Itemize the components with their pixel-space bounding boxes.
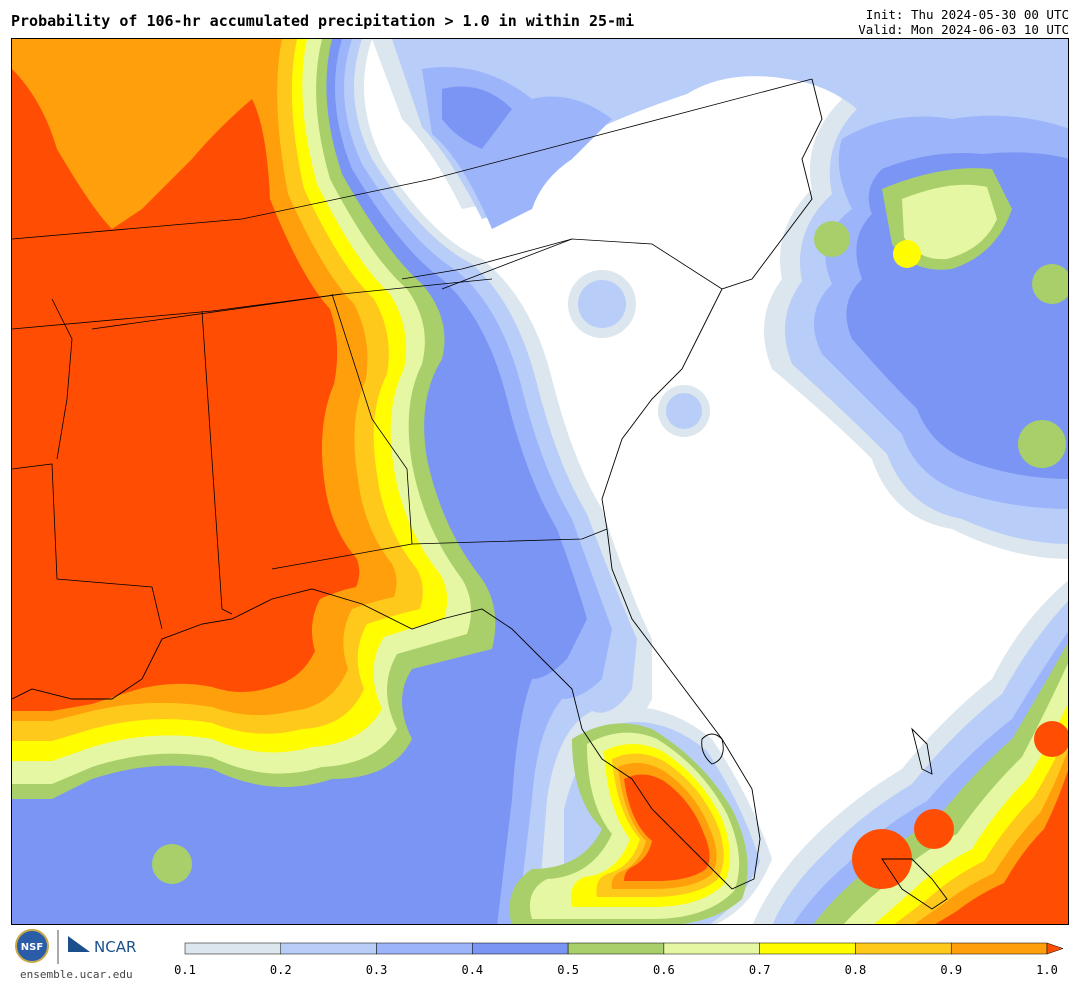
probability-colorbar: 0.1 0.2 0.3 0.4 0.5 0.6 0.7 0.8 0.9 1.0 [174, 942, 1064, 977]
map-title: Probability of 106-hr accumulated precip… [11, 12, 635, 30]
colorbar-swatch [376, 942, 473, 955]
colorbar-tick-label: 0.8 [845, 963, 867, 977]
nsf-logo-icon [15, 929, 49, 963]
site-url: ensemble.ucar.edu [20, 968, 133, 981]
colorbar-tick-label: 0.7 [749, 963, 771, 977]
coastline [12, 78, 948, 910]
state-boundaries [12, 78, 813, 630]
logos-svg: NSF NCAR [15, 929, 136, 964]
colorbar-overflow-arrow [1046, 942, 1064, 955]
colorbar-tick-label: 0.9 [940, 963, 962, 977]
nsf-logo-text: NSF [21, 942, 43, 953]
colorbar-swatch [280, 942, 377, 955]
colorbar-tick-label: 0.5 [557, 963, 579, 977]
map-canvas [12, 39, 1068, 924]
colorbar-swatch [663, 942, 760, 955]
ncar-logo-icon [68, 936, 90, 952]
colorbar-swatch [184, 942, 282, 955]
colorbar-ticks: 0.1 0.2 0.3 0.4 0.5 0.6 0.7 0.8 0.9 1.0 [174, 963, 1058, 977]
colorbar-swatch [472, 942, 569, 955]
colorbar-swatch [855, 942, 952, 955]
colorbar-swatches [184, 942, 1064, 955]
logo-area: NSF NCAR [12, 928, 162, 986]
colorbar-tick-label: 0.6 [653, 963, 675, 977]
run-info: Init: Thu 2024-05-30 00 UTC Valid: Mon 2… [858, 7, 1069, 37]
colorbar-tick-label: 0.1 [174, 963, 196, 977]
colorbar-swatch [567, 942, 665, 955]
ncar-logo-text: NCAR [94, 938, 136, 956]
colorbar-swatch [759, 942, 856, 955]
init-time: Init: Thu 2024-05-30 00 UTC [865, 7, 1069, 22]
valid-time: Valid: Mon 2024-06-03 10 UTC [858, 22, 1069, 37]
colorbar-tick-label: 0.4 [461, 963, 483, 977]
colorbar-swatch [950, 942, 1048, 955]
colorbar-tick-label: 1.0 [1036, 963, 1058, 977]
colorbar-tick-label: 0.3 [366, 963, 388, 977]
colorbar-tick-label: 0.2 [270, 963, 292, 977]
probability-map [11, 38, 1069, 925]
